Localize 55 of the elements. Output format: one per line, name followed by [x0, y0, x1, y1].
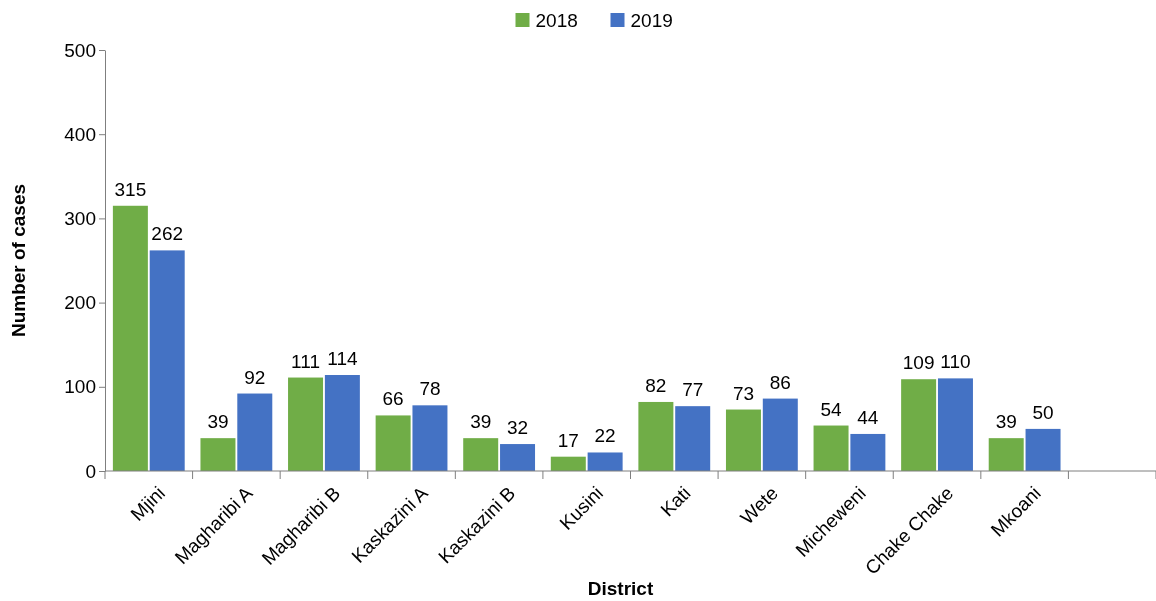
y-tick-label: 300 [64, 207, 96, 229]
data-label: 78 [419, 378, 441, 400]
bar [375, 415, 411, 471]
bar [813, 425, 849, 471]
bar [324, 375, 360, 471]
bar [500, 444, 536, 471]
data-label: 44 [857, 406, 879, 428]
data-label: 73 [732, 382, 755, 404]
data-label: 32 [506, 417, 529, 439]
bar [237, 393, 273, 471]
data-label: 39 [207, 411, 229, 433]
bar [550, 456, 586, 471]
bar [200, 438, 236, 471]
bar [901, 379, 937, 471]
bar [112, 205, 148, 471]
data-label: 114 [327, 348, 358, 370]
bar [412, 405, 448, 471]
y-tick-label: 0 [85, 460, 96, 482]
data-label: 109 [902, 352, 935, 374]
y-tick-label: 100 [64, 376, 96, 398]
data-label: 77 [682, 379, 704, 401]
data-label: 92 [244, 366, 266, 388]
bar [1025, 428, 1061, 471]
data-label: 111 [291, 350, 320, 372]
data-label: 54 [820, 398, 843, 420]
data-label: 110 [940, 351, 971, 373]
data-label: 22 [594, 425, 616, 447]
data-label: 86 [769, 371, 791, 393]
bar [587, 452, 623, 471]
bar [762, 398, 798, 471]
legend-label: 2019 [630, 10, 673, 31]
bar [675, 406, 711, 471]
y-tick-label: 400 [64, 123, 96, 145]
bar [937, 378, 973, 471]
bar [149, 250, 185, 471]
data-label: 39 [470, 411, 492, 433]
legend-label: 2018 [535, 10, 578, 31]
data-label: 262 [151, 223, 184, 245]
x-tick-label: Kati [656, 482, 695, 521]
bar [850, 433, 886, 471]
x-axis-title: District [587, 578, 654, 599]
y-axis-title: Number of cases [8, 183, 29, 338]
bar [988, 438, 1024, 471]
y-tick-label: 500 [64, 39, 96, 61]
data-label: 66 [382, 388, 404, 410]
data-label: 315 [114, 178, 147, 200]
data-label: 82 [645, 374, 667, 396]
bar [288, 377, 324, 471]
bar [638, 401, 674, 471]
y-tick-label: 200 [64, 292, 96, 314]
bar [725, 409, 761, 471]
data-label: 50 [1032, 401, 1054, 423]
data-label: 17 [557, 429, 579, 451]
data-label: 39 [995, 411, 1017, 433]
bar [463, 438, 499, 471]
